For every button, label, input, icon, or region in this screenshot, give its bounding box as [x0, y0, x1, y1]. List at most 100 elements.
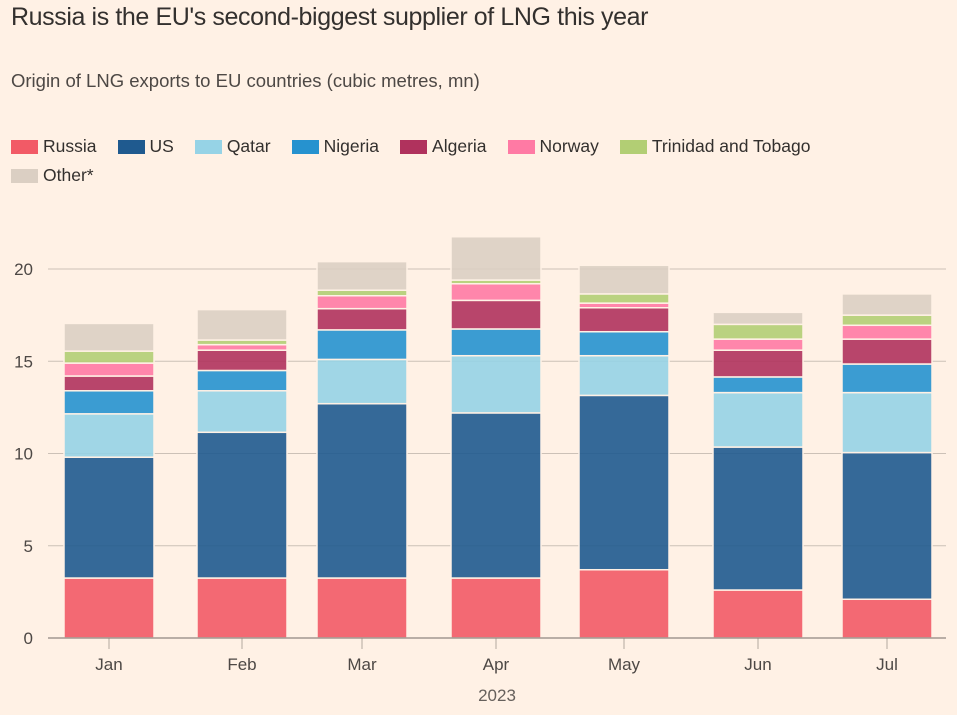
legend-swatch [11, 139, 38, 154]
legend-item-other: Other* [11, 165, 94, 186]
x-tick-label: Feb [227, 655, 256, 674]
legend-label: Trinidad and Tobago [651, 136, 811, 156]
bar-segment-nigeria-may [578, 330, 670, 357]
bar-segment-nigeria-jun [712, 376, 804, 394]
legend-label: US [149, 136, 174, 156]
bar-segment-norway-jun [712, 338, 804, 351]
legend-item-russia: Russia [11, 136, 97, 157]
x-tick-label: Apr [483, 655, 510, 674]
legend-label: Nigeria [323, 136, 380, 156]
bar-segment-us-jul [841, 451, 933, 601]
bar-stack-mar [316, 260, 408, 639]
y-tick-label: 20 [14, 260, 33, 279]
bar-segment-nigeria-jan [63, 390, 155, 415]
legend-swatch [400, 139, 428, 154]
legend-item-us: US [117, 136, 174, 157]
bar-segment-norway-feb [196, 343, 288, 351]
bar-segment-russia-may [578, 568, 670, 639]
bar-segment-qatar-apr [450, 354, 542, 414]
bar-segment-algeria-may [578, 306, 670, 333]
legend-item-trinidad-and-tobago: Trinidad and Tobago [619, 136, 811, 157]
bar-stack-jun [712, 311, 804, 639]
legend-item-algeria: Algeria [400, 136, 487, 157]
bar-segment-russia-apr [450, 577, 542, 639]
bar-segment-trinidad-and-tobago-may [578, 293, 670, 304]
bar-segment-us-may [578, 394, 670, 571]
bar-segment-qatar-may [578, 354, 670, 397]
bar-segment-algeria-apr [450, 299, 542, 330]
bar-segment-algeria-jul [841, 338, 933, 365]
bar-segment-us-mar [316, 402, 408, 579]
bar-stack-apr [450, 235, 542, 639]
bar-segment-trinidad-and-tobago-jul [841, 314, 933, 327]
x-tick-label: Jun [744, 655, 771, 674]
legend-label: Norway [539, 136, 599, 156]
legend-label: Qatar [226, 136, 271, 156]
x-tick-label: May [608, 655, 641, 674]
chart-subtitle: Origin of LNG exports to EU countries (c… [11, 70, 480, 91]
legend-label: Russia [43, 136, 97, 156]
y-tick-label: 0 [24, 629, 33, 648]
bar-segment-other-apr [450, 235, 542, 281]
bar-segment-us-feb [196, 431, 288, 579]
bar-segment-algeria-jun [712, 349, 804, 378]
bar-segment-nigeria-feb [196, 369, 288, 392]
bar-segment-trinidad-and-tobago-jun [712, 323, 804, 340]
bar-segment-norway-apr [450, 283, 542, 302]
legend-swatch [11, 168, 38, 183]
chart-title: Russia is the EU's second-biggest suppli… [11, 3, 649, 31]
bar-segment-russia-jun [712, 589, 804, 639]
legend-label: Other* [43, 165, 94, 185]
legend-swatch [507, 139, 535, 154]
legend-swatch [619, 139, 647, 154]
bar-segment-norway-jan [63, 362, 155, 377]
bar-segment-algeria-mar [316, 307, 408, 331]
axes: 0 5 10 15 20 Jan Feb Mar Apr May Jun Jul 2023 [14, 260, 946, 705]
bar-segment-other-mar [316, 260, 408, 291]
bar-segment-algeria-feb [196, 349, 288, 372]
bar-segment-norway-mar [316, 295, 408, 310]
chart-legend: Russia US Qatar Nigeria Algeria Norway Trinida… [11, 136, 951, 186]
bar-segment-russia-feb [196, 577, 288, 639]
legend-swatch [291, 139, 319, 154]
bar-segment-other-jul [841, 293, 933, 316]
bar-segment-other-may [578, 264, 670, 295]
y-tick-label: 10 [14, 445, 33, 464]
bar-segment-russia-jan [63, 577, 155, 639]
x-axis-label: 2023 [478, 686, 516, 705]
bar-segment-qatar-mar [316, 358, 408, 405]
bar-segment-other-jan [63, 322, 155, 352]
bar-segment-nigeria-apr [450, 328, 542, 357]
legend-item-qatar: Qatar [194, 136, 271, 157]
bar-stack-may [578, 264, 670, 639]
x-tick-label: Jan [95, 655, 122, 674]
legend-swatch [194, 139, 222, 154]
bar-segment-nigeria-jul [841, 363, 933, 394]
legend-swatch [117, 139, 145, 154]
y-tick-label: 15 [14, 352, 33, 371]
bar-segment-trinidad-and-tobago-jan [63, 350, 155, 364]
legend-item-norway: Norway [507, 136, 599, 157]
x-tick-label: Mar [347, 655, 377, 674]
legend-label: Algeria [432, 136, 487, 156]
x-tick-label: Jul [876, 655, 898, 674]
bar-segment-qatar-jun [712, 391, 804, 448]
bar-segment-other-feb [196, 308, 288, 341]
bar-segment-other-jun [712, 311, 804, 326]
bars [63, 235, 933, 639]
bar-segment-trinidad-and-tobago-mar [316, 289, 408, 297]
bar-segment-qatar-jan [63, 413, 155, 458]
legend-item-nigeria: Nigeria [291, 136, 380, 157]
bar-segment-nigeria-mar [316, 329, 408, 361]
bar-segment-us-jun [712, 446, 804, 591]
bar-segment-russia-jul [841, 598, 933, 639]
bar-segment-qatar-feb [196, 390, 288, 434]
bar-stack-jan [63, 322, 155, 639]
bar-segment-us-jan [63, 456, 155, 579]
y-tick-label: 5 [24, 537, 33, 556]
bar-segment-russia-mar [316, 577, 408, 639]
bar-segment-algeria-jan [63, 375, 155, 392]
bar-stack-jul [841, 293, 933, 639]
bar-stack-feb [196, 308, 288, 639]
